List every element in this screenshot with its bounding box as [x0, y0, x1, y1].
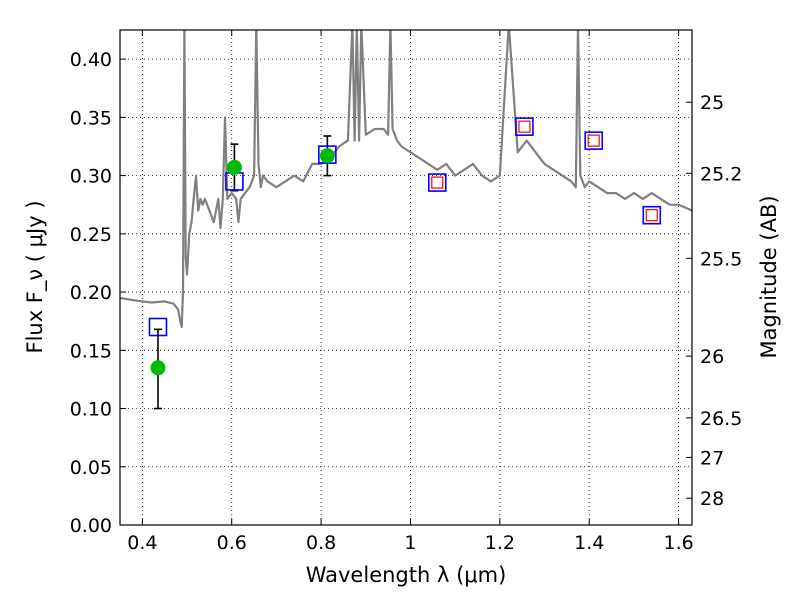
y-tick-label: 0.00 [70, 515, 112, 537]
y-tick-label: 0.40 [70, 49, 112, 71]
x-tick-label: 0.8 [306, 532, 336, 554]
x-tick-label: 1 [404, 532, 416, 554]
grid [120, 30, 692, 526]
right-axis: 25 25.2 25.5 26 26.5 27 28 [686, 92, 742, 510]
x-axis-label: Wavelength λ (μm) [306, 563, 507, 587]
y-axis: 0.00 0.05 0.10 0.15 0.20 0.25 0.30 0.35 0.40 [70, 49, 126, 537]
y-tick-label: 0.05 [70, 457, 112, 479]
x-tick-label: 1.4 [574, 532, 604, 554]
observed-point [319, 148, 335, 164]
right-tick-label: 25.5 [700, 248, 742, 270]
model-point [642, 205, 662, 225]
y-tick-label: 0.25 [70, 224, 112, 246]
model-point [584, 131, 603, 150]
model-point [148, 317, 168, 337]
x-axis: 0.4 0.6 0.8 1 1.2 1.4 1.6 [127, 30, 694, 554]
y-tick-label: 0.15 [70, 340, 112, 362]
right-tick-label: 25 [700, 92, 724, 114]
x-tick-label: 0.4 [127, 532, 157, 554]
x-tick-label: 1.6 [663, 532, 693, 554]
right-tick-label: 25.2 [700, 163, 742, 185]
spectrum [120, 30, 692, 329]
y-tick-label: 0.35 [70, 107, 112, 129]
x-tick-label: 1.2 [485, 532, 515, 554]
right-tick-label: 26 [700, 346, 724, 368]
observed-point [150, 360, 166, 376]
right-tick-label: 27 [700, 447, 724, 469]
y-axis-label: Flux F_ν ( μJy ) [23, 200, 48, 353]
right-tick-label: 28 [700, 488, 724, 510]
right-tick-label: 26.5 [700, 408, 742, 430]
plot-frame [119, 29, 693, 526]
model-point [427, 173, 447, 192]
upper-limit-point [587, 134, 600, 147]
observed-point [226, 159, 242, 175]
spectrum-line [120, 30, 692, 329]
upper-limit-point [645, 209, 658, 222]
upper-limit-point [431, 176, 444, 189]
y-tick-label: 0.30 [70, 166, 112, 188]
y-tick-label: 0.10 [70, 399, 112, 421]
upper-limit-point [518, 120, 531, 133]
data-points [148, 117, 662, 376]
model-point [515, 117, 534, 136]
right-axis-label: Magnitude (AB) [757, 195, 781, 358]
y-tick-label: 0.20 [70, 282, 112, 304]
x-tick-label: 0.6 [217, 532, 247, 554]
